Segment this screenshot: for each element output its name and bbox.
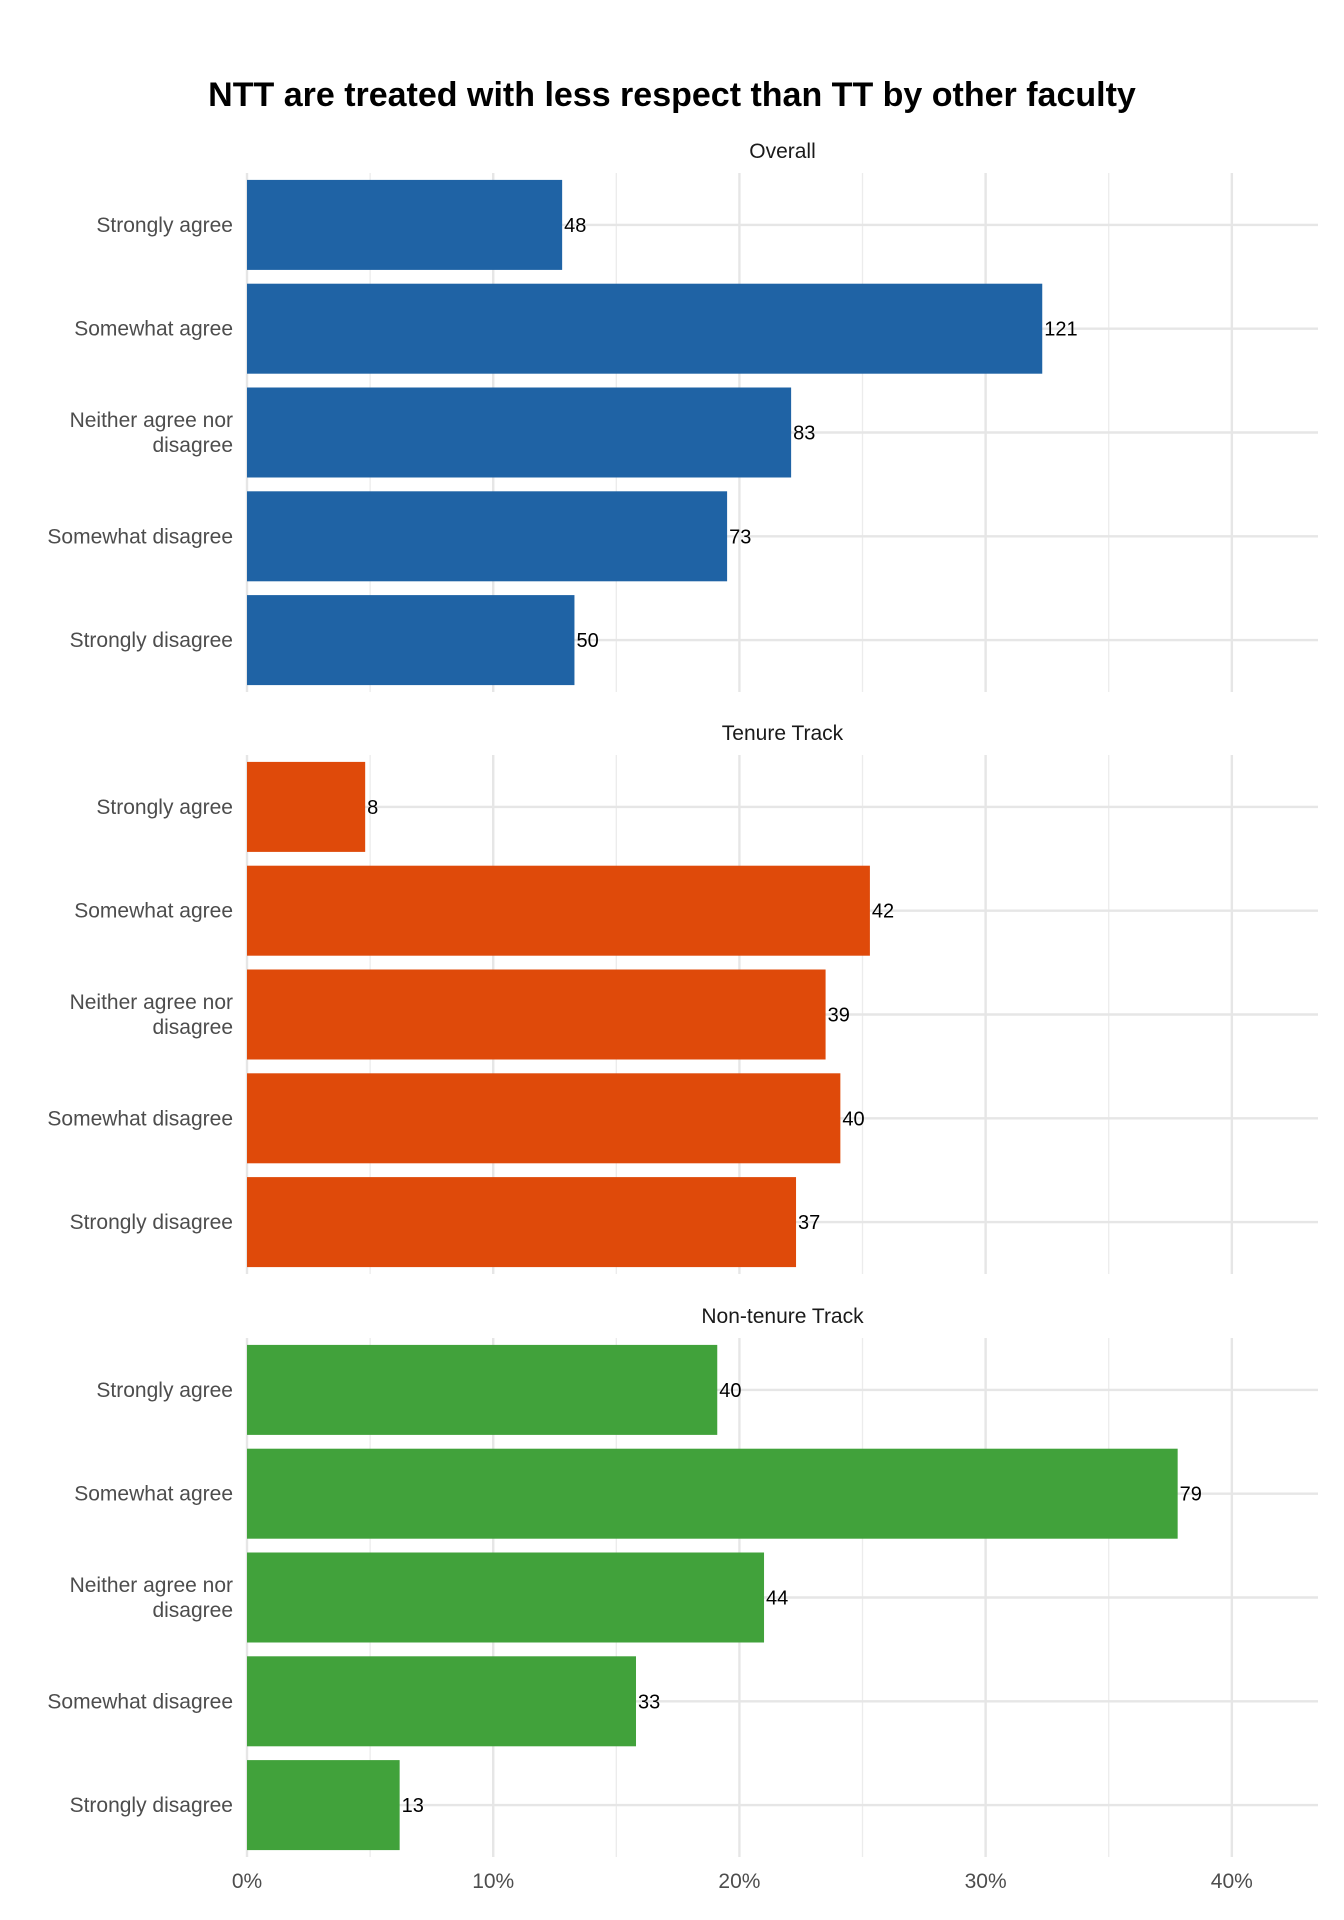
bar-value-label: 79 bbox=[1180, 1484, 1202, 1506]
bar bbox=[247, 1177, 797, 1268]
category-label-line: Strongly agree bbox=[96, 796, 233, 819]
bar-value-label: 121 bbox=[1044, 319, 1077, 341]
category-label: Somewhat agree bbox=[74, 318, 233, 341]
category-label: Strongly disagree bbox=[70, 1211, 233, 1234]
panel-strip-label: Non-tenure Track bbox=[701, 1305, 864, 1328]
category-label-line: Strongly agree bbox=[96, 214, 233, 237]
bar bbox=[247, 595, 575, 686]
x-tick-label: 40% bbox=[1211, 1870, 1253, 1893]
bar bbox=[247, 1552, 765, 1643]
category-label-line: disagree bbox=[152, 1599, 233, 1622]
category-label-line: Somewhat disagree bbox=[47, 525, 233, 548]
category-label-line: Strongly disagree bbox=[70, 1211, 233, 1234]
panel-tenure-track: Tenure Track 8 Strongly agree 42 Somewhat ag… bbox=[47, 722, 1318, 1274]
bar-value-label: 13 bbox=[402, 1795, 424, 1817]
category-label-line: Somewhat agree bbox=[74, 1483, 233, 1506]
category-label-line: Strongly disagree bbox=[70, 629, 233, 652]
category-label-line: Neither agree nor bbox=[70, 409, 233, 432]
bar-value-label: 73 bbox=[729, 526, 751, 548]
facet-panels: Overall 48 Strongly agree 121 Somewhat agree… bbox=[47, 140, 1318, 1857]
category-label-line: Somewhat agree bbox=[74, 318, 233, 341]
category-label-line: disagree bbox=[152, 1016, 233, 1039]
bar-value-label: 50 bbox=[576, 630, 598, 652]
category-label: Neither agree nor disagree bbox=[70, 991, 233, 1039]
bar-value-label: 48 bbox=[564, 215, 586, 237]
category-label: Strongly agree bbox=[96, 796, 233, 819]
category-label: Somewhat disagree bbox=[47, 1690, 233, 1713]
x-tick-label: 10% bbox=[472, 1870, 514, 1893]
bar bbox=[247, 179, 563, 270]
category-label: Somewhat agree bbox=[74, 900, 233, 923]
category-label-line: Somewhat disagree bbox=[47, 1690, 233, 1713]
panel-strip-label: Overall bbox=[749, 140, 816, 163]
x-tick-label: 30% bbox=[965, 1870, 1007, 1893]
bar bbox=[247, 1344, 718, 1435]
bar-value-label: 40 bbox=[719, 1380, 741, 1402]
category-label: Strongly disagree bbox=[70, 1794, 233, 1817]
bar bbox=[247, 387, 792, 478]
category-label: Strongly disagree bbox=[70, 629, 233, 652]
category-label: Somewhat disagree bbox=[47, 1107, 233, 1130]
category-label: Strongly agree bbox=[96, 1379, 233, 1402]
x-axis: 0% 10% 20% 30% 40% bbox=[232, 1870, 1253, 1893]
category-label-line: Strongly disagree bbox=[70, 1794, 233, 1817]
category-label: Somewhat disagree bbox=[47, 525, 233, 548]
bar bbox=[247, 283, 1043, 374]
category-label: Strongly agree bbox=[96, 214, 233, 237]
bar-value-label: 37 bbox=[798, 1212, 820, 1234]
bar bbox=[247, 969, 826, 1060]
chart-title: NTT are treated with less respect than T… bbox=[208, 76, 1136, 114]
category-label-line: Somewhat disagree bbox=[47, 1107, 233, 1130]
x-tick-label: 20% bbox=[718, 1870, 760, 1893]
category-label-line: Strongly agree bbox=[96, 1379, 233, 1402]
category-label: Neither agree nor disagree bbox=[70, 1574, 233, 1622]
panel-non-tenure-track: Non-tenure Track 40 Strongly agree 79 Somewh… bbox=[47, 1305, 1318, 1857]
panel-strip-label: Tenure Track bbox=[722, 722, 844, 745]
panel-overall: Overall 48 Strongly agree 121 Somewhat agree… bbox=[47, 140, 1318, 692]
bar bbox=[247, 491, 728, 582]
bar-value-label: 42 bbox=[872, 901, 894, 923]
bar-value-label: 33 bbox=[638, 1691, 660, 1713]
bar-value-label: 83 bbox=[793, 423, 815, 445]
category-label-line: Somewhat agree bbox=[74, 900, 233, 923]
bar bbox=[247, 1448, 1178, 1539]
bar bbox=[247, 761, 366, 852]
category-label-line: Neither agree nor bbox=[70, 1574, 233, 1597]
bar bbox=[247, 1656, 637, 1747]
bar-value-label: 40 bbox=[842, 1108, 864, 1130]
category-label: Somewhat agree bbox=[74, 1483, 233, 1506]
bar-value-label: 8 bbox=[367, 797, 378, 819]
category-label-line: disagree bbox=[152, 434, 233, 457]
x-tick-label: 0% bbox=[232, 1870, 262, 1893]
bar bbox=[247, 865, 870, 956]
bar bbox=[247, 1073, 841, 1164]
category-label: Neither agree nor disagree bbox=[70, 409, 233, 457]
bar-value-label: 39 bbox=[828, 1005, 850, 1027]
bar-value-label: 44 bbox=[766, 1588, 788, 1610]
bar bbox=[247, 1760, 400, 1851]
category-label-line: Neither agree nor bbox=[70, 991, 233, 1014]
